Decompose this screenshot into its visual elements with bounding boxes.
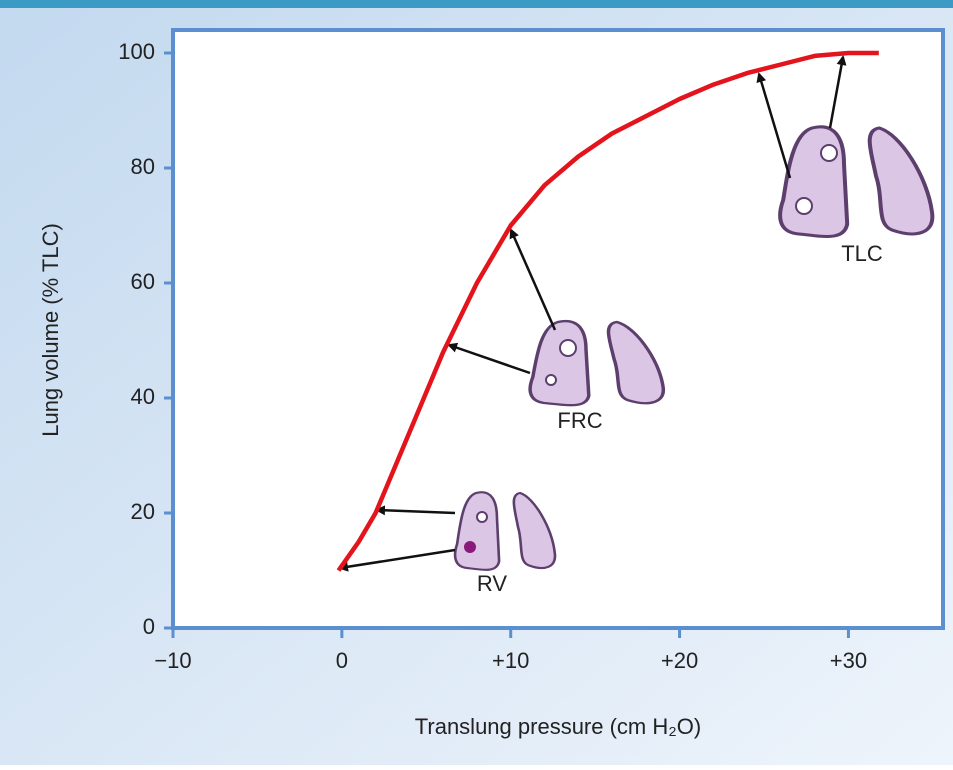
arrow: [375, 505, 456, 516]
alveolus: [559, 339, 577, 357]
x-tick-label: 0: [336, 648, 348, 673]
annotation: TLC: [841, 241, 883, 266]
top-strip: [0, 0, 953, 8]
x-tick-label: −10: [154, 648, 191, 673]
x-tick-label: +20: [661, 648, 698, 673]
arrow: [509, 228, 557, 331]
alveolus: [464, 541, 476, 553]
annotation: RV: [477, 571, 507, 596]
alveolus: [820, 144, 838, 162]
y-tick-label: 100: [118, 39, 155, 64]
x-tick-label: +30: [830, 648, 867, 673]
y-tick-label: 80: [131, 154, 155, 179]
arrow: [828, 55, 847, 129]
annotation: FRC: [557, 408, 602, 433]
alveolus: [795, 197, 813, 215]
alveolus: [545, 374, 557, 386]
y-axis-title: Lung volume (% TLC): [38, 223, 63, 437]
arrow: [447, 342, 531, 375]
arrow: [756, 72, 792, 179]
y-tick-label: 20: [131, 499, 155, 524]
y-tick-label: 40: [131, 384, 155, 409]
illustrations: [338, 55, 932, 572]
y-tick-label: 60: [131, 269, 155, 294]
x-tick-label: +10: [492, 648, 529, 673]
y-tick-label: 0: [143, 614, 155, 639]
x-axis-title: Translung pressure (cm H₂O): [415, 714, 701, 739]
alveolus: [476, 511, 488, 523]
arrow: [338, 548, 456, 572]
data-line: [336, 50, 879, 572]
